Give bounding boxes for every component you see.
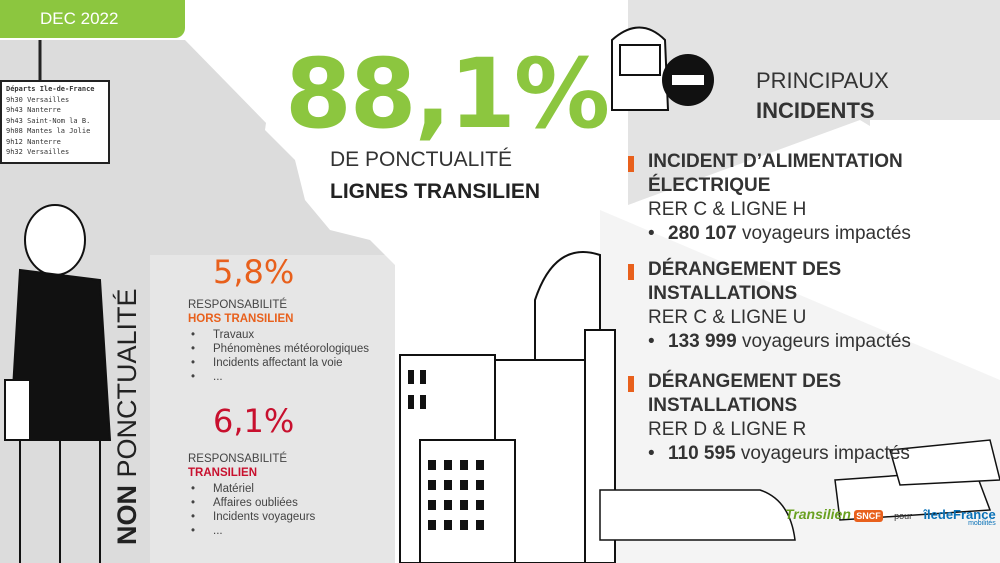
incidents-title: PRINCIPAUX INCIDENTS [756, 68, 889, 123]
main-label-line2: LIGNES TRANSILIEN [330, 180, 541, 203]
logos: Transilien SNCF pour îledeFrance mobilit… [785, 506, 996, 527]
incident-marker [628, 264, 634, 280]
non-ponctualite-label: NON PONCTUALITÉ [112, 288, 142, 545]
train-front-drawing [611, 26, 670, 111]
board-row: 9h12 Nanterre [6, 137, 61, 146]
incident-item: DÉRANGEMENT DES INSTALLATIONS RER C & LI… [628, 258, 911, 354]
resp-label: RESPONSABILITÉ [188, 299, 288, 311]
incident-item: DÉRANGEMENT DES INSTALLATIONS RER D & LI… [628, 370, 910, 466]
transilien-percentage: 6,1% [213, 402, 295, 440]
list-item: Travaux [188, 328, 369, 342]
departure-board: Départs Ile-de-France 9h30 Versailles 9h… [0, 80, 110, 164]
idf-logo: îledeFrance [923, 507, 996, 522]
board-row: 9h08 Mantes la Jolie [6, 127, 91, 135]
list-item: Incidents voyageurs [188, 510, 315, 524]
list-item: Affaires oubliées [188, 496, 315, 510]
board-row: 9h43 Saint-Nom la B. [6, 116, 91, 125]
resp-highlight: TRANSILIEN [188, 467, 257, 479]
incident-item: INCIDENT D’ALIMENTATION ÉLECTRIQUE RER C… [628, 150, 911, 246]
board-header: Départs Ile-de-France [6, 85, 95, 93]
main-label-line1: DE PONCTUALITÉ [330, 148, 513, 171]
sncf-logo: SNCF [854, 510, 883, 522]
buildings-drawing [399, 251, 616, 563]
pour-label: pour [894, 511, 913, 521]
incident-marker [628, 156, 634, 172]
transilien-logo: Transilien [785, 506, 851, 522]
list-item: Incidents affectant la voie [188, 356, 369, 370]
hors-transilien-percentage: 5,8% [213, 253, 295, 291]
idf-sub: mobilités [968, 520, 996, 527]
resp-label: RESPONSABILITÉ [188, 453, 288, 465]
hors-transilien-block: RESPONSABILITÉ HORS TRANSILIEN Travaux P… [188, 298, 369, 384]
list-item: Phénomènes météorologiques [188, 342, 369, 356]
transilien-block: RESPONSABILITÉ TRANSILIEN Matériel Affai… [188, 452, 315, 538]
incident-marker [628, 376, 634, 392]
list-item: Matériel [188, 482, 315, 496]
list-item: ... [188, 370, 369, 384]
cloud-shape [262, 12, 585, 265]
main-percentage: 88,1% [285, 38, 610, 150]
board-row: 9h30 Versailles [6, 95, 70, 104]
list-item: ... [188, 524, 315, 538]
date-badge: DEC 2022 [0, 0, 185, 38]
train-bottom-drawing [599, 439, 1000, 541]
date-label: DEC 2022 [40, 9, 119, 28]
person-drawing [4, 204, 112, 563]
resp-highlight: HORS TRANSILIEN [188, 313, 294, 325]
board-row: 9h32 Versailles [6, 148, 70, 156]
board-row: 9h43 Nanterre [6, 106, 61, 114]
